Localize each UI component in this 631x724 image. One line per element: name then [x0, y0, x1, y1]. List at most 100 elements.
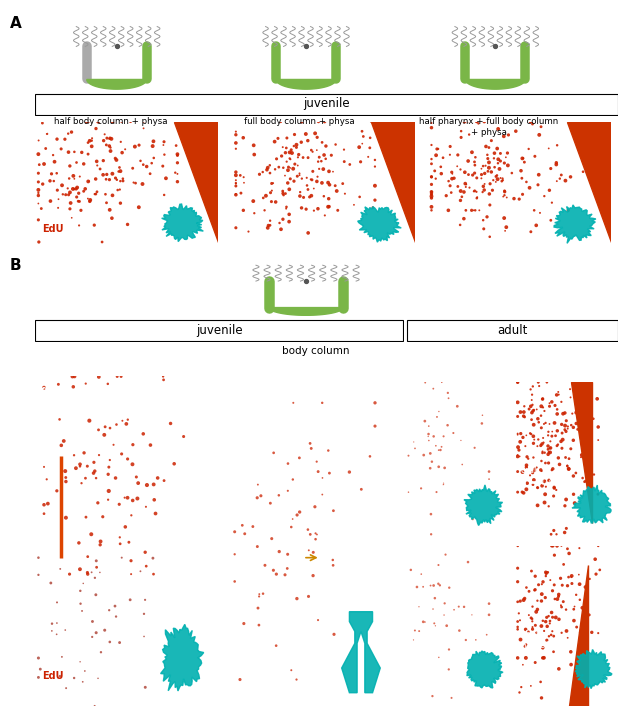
Point — [516, 634, 526, 645]
Point — [110, 153, 121, 164]
Point — [552, 403, 562, 415]
Point — [284, 183, 294, 195]
Point — [541, 417, 551, 429]
Point — [515, 615, 525, 626]
Point — [560, 452, 570, 463]
Point — [555, 173, 565, 185]
Point — [118, 175, 128, 187]
Point — [72, 182, 82, 193]
Point — [239, 618, 249, 629]
Point — [130, 141, 140, 153]
Point — [231, 178, 241, 190]
Point — [52, 167, 62, 179]
Point — [179, 431, 189, 442]
Point — [403, 450, 413, 461]
Point — [464, 129, 474, 140]
Point — [410, 442, 420, 454]
Point — [528, 437, 538, 449]
Text: n = 4/4: n = 4/4 — [521, 477, 553, 487]
Point — [460, 167, 470, 178]
Point — [567, 570, 577, 581]
Point — [500, 225, 510, 237]
Point — [540, 190, 550, 202]
Point — [533, 481, 543, 493]
Point — [339, 144, 349, 156]
Point — [126, 510, 136, 521]
Point — [83, 176, 93, 188]
Point — [447, 692, 457, 704]
Point — [115, 538, 125, 550]
Point — [307, 174, 317, 185]
Point — [319, 190, 329, 202]
Point — [535, 207, 545, 219]
Point — [278, 162, 288, 174]
Point — [564, 547, 574, 559]
Point — [72, 191, 82, 203]
Point — [298, 192, 309, 203]
Point — [91, 589, 101, 601]
Point — [363, 151, 374, 163]
Point — [518, 153, 528, 164]
Point — [433, 652, 444, 663]
Point — [281, 142, 292, 153]
Point — [365, 450, 375, 462]
Point — [35, 663, 45, 675]
Point — [459, 116, 469, 127]
Point — [526, 565, 536, 577]
Point — [502, 147, 512, 159]
Point — [288, 163, 298, 174]
Point — [64, 146, 74, 158]
Point — [545, 185, 555, 196]
Point — [409, 436, 419, 447]
Point — [120, 143, 130, 155]
Point — [567, 408, 577, 419]
Point — [485, 199, 495, 211]
Point — [515, 595, 525, 607]
Text: half body column + physa: half body column + physa — [54, 117, 167, 126]
Point — [253, 602, 263, 614]
Point — [33, 672, 44, 683]
Point — [571, 418, 581, 429]
Point — [563, 421, 573, 432]
Point — [484, 609, 494, 620]
Point — [328, 505, 338, 516]
Point — [47, 168, 57, 180]
Point — [432, 411, 442, 423]
Point — [423, 421, 433, 432]
Point — [355, 191, 365, 203]
Point — [584, 609, 594, 620]
Point — [293, 148, 304, 160]
Point — [540, 447, 550, 458]
Point — [558, 408, 568, 419]
Point — [426, 508, 436, 520]
Point — [521, 623, 531, 635]
Point — [456, 132, 466, 143]
Point — [340, 188, 350, 200]
Point — [512, 615, 522, 627]
Point — [158, 371, 168, 382]
Point — [547, 464, 557, 476]
Point — [427, 188, 437, 200]
Point — [296, 136, 306, 148]
Point — [122, 453, 133, 465]
Point — [552, 140, 562, 151]
Point — [423, 431, 433, 442]
Point — [249, 207, 259, 219]
Point — [540, 497, 550, 508]
Point — [574, 569, 584, 581]
Point — [569, 421, 579, 433]
Point — [65, 187, 75, 198]
Point — [575, 594, 585, 605]
Point — [283, 161, 293, 173]
Point — [319, 116, 329, 127]
Point — [139, 122, 149, 134]
Point — [461, 181, 471, 193]
Point — [254, 589, 264, 600]
Point — [117, 147, 127, 159]
Point — [563, 632, 573, 644]
Point — [499, 212, 509, 224]
Point — [563, 204, 573, 216]
Point — [286, 665, 297, 676]
Point — [537, 480, 547, 492]
Point — [268, 177, 278, 189]
